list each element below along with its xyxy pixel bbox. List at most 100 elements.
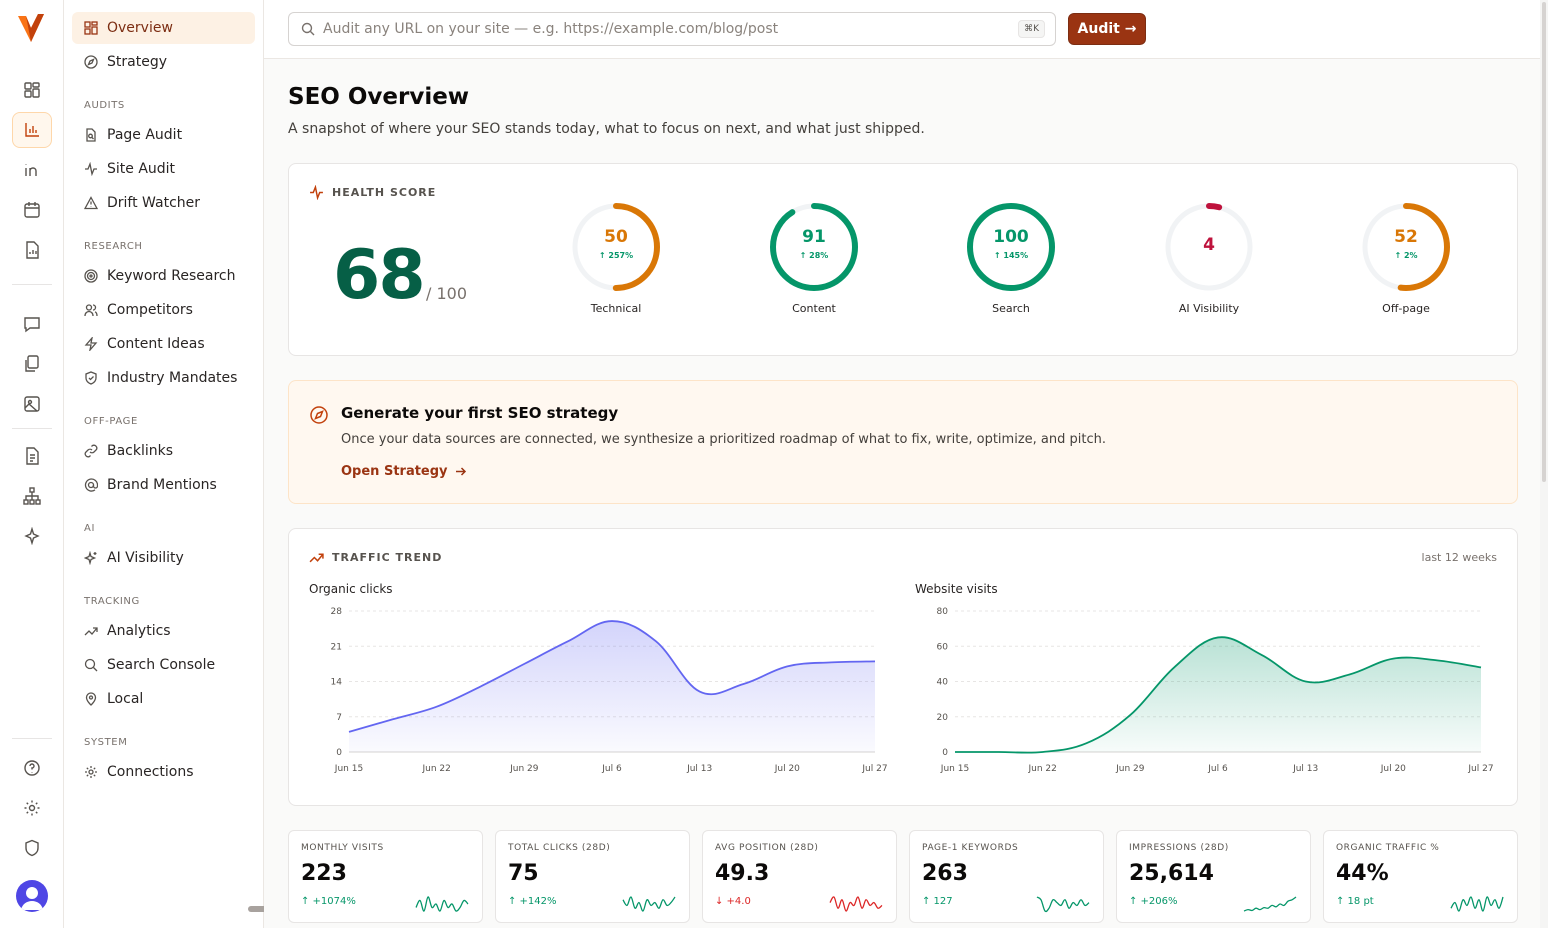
rail-divider: [12, 428, 52, 429]
score-ring-content[interactable]: 91 ↑ 28% Content: [764, 199, 864, 329]
sidebar-item-drift-watcher[interactable]: Drift Watcher: [72, 187, 255, 219]
scrollbar-thumb[interactable]: [1542, 2, 1546, 482]
x-tick-label: Jun 22: [1027, 764, 1056, 774]
y-tick-label: 7: [336, 713, 342, 723]
sidebar-item-ai-visibility[interactable]: AI Visibility: [72, 542, 255, 574]
page-scrollbar[interactable]: [1540, 0, 1548, 928]
link-icon: [83, 443, 99, 459]
score-value: 100: [993, 227, 1029, 247]
help-icon[interactable]: [12, 750, 52, 786]
sidebar-item-label: Backlinks: [107, 443, 174, 459]
ring-progress: [967, 203, 1055, 291]
sidebar-item-content-ideas[interactable]: Content Ideas: [72, 328, 255, 360]
report-icon[interactable]: [12, 232, 52, 268]
sidebar-item-keyword-research[interactable]: Keyword Research: [72, 260, 255, 292]
user-avatar[interactable]: [16, 880, 48, 912]
file-search-icon: [83, 127, 99, 143]
sidebar-item-industry-mandates[interactable]: Industry Mandates: [72, 362, 255, 394]
users-icon: [83, 302, 99, 318]
sidebar-item-site-audit[interactable]: Site Audit: [72, 153, 255, 185]
stat-card-impressions[interactable]: IMPRESSIONS (28D) 25,614 ↑ +206%: [1116, 830, 1311, 923]
sparkles-icon[interactable]: [12, 518, 52, 554]
open-strategy-link[interactable]: Open Strategy: [341, 464, 467, 479]
at-sign-icon: [83, 477, 99, 493]
audit-button[interactable]: Audit →: [1068, 13, 1146, 45]
stat-card-avg-position[interactable]: AVG POSITION (28D) 49.3 ↓ +4.0: [702, 830, 897, 923]
section-title-tracking: TRACKING: [84, 596, 140, 607]
score-label: Content: [792, 302, 836, 315]
url-search-box[interactable]: ⌘K: [288, 12, 1056, 46]
sidebar-item-analytics[interactable]: Analytics: [72, 615, 255, 647]
x-tick-label: Jul 6: [601, 764, 622, 774]
sidebar-item-strategy[interactable]: Strategy: [72, 46, 255, 78]
section-title-ai: AI: [84, 523, 95, 534]
score-label: AI Visibility: [1178, 302, 1240, 315]
score-ring-search[interactable]: 100 ↑ 145% Search: [961, 199, 1061, 329]
sidebar-item-brand-mentions[interactable]: Brand Mentions: [72, 469, 255, 501]
document-icon[interactable]: [12, 438, 52, 474]
score-label: Technical: [590, 302, 642, 315]
stat-label: MONTHLY VISITS: [301, 843, 384, 853]
sidebar-item-page-audit[interactable]: Page Audit: [72, 119, 255, 151]
x-tick-label: Jul 27: [1467, 764, 1493, 774]
sparkline-path: [415, 896, 469, 912]
sidebar-item-label: Content Ideas: [107, 336, 205, 352]
trending-up-icon: [83, 623, 99, 639]
settings-icon[interactable]: [12, 790, 52, 826]
url-search-input[interactable]: [323, 21, 1003, 37]
sidebar-item-search-console[interactable]: Search Console: [72, 649, 255, 681]
shield-icon[interactable]: [12, 830, 52, 866]
sidebar-item-label: Search Console: [107, 657, 216, 673]
compass-icon: [83, 54, 99, 70]
y-tick-label: 0: [942, 748, 948, 758]
stat-value: 49.3: [715, 861, 770, 886]
stat-card-total-clicks[interactable]: TOTAL CLICKS (28D) 75 ↑ +142%: [495, 830, 690, 923]
score-label: Off-page: [1382, 302, 1430, 315]
stat-card-monthly-visits[interactable]: MONTHLY VISITS 223 ↑ +1074%: [288, 830, 483, 923]
rail-divider: [12, 738, 52, 739]
series-area: [955, 637, 1481, 753]
score-ring-arc: [1362, 203, 1450, 291]
chat-icon[interactable]: [12, 306, 52, 342]
ring-progress: [1362, 203, 1450, 291]
stat-delta: ↑ +1074%: [301, 896, 356, 907]
series-line: [955, 636, 1482, 754]
score-ring-off-page[interactable]: 52 ↑ 2% Off-page: [1356, 199, 1456, 329]
x-tick-label: Jul 27: [861, 764, 887, 774]
website-visits-title: Website visits: [915, 582, 998, 596]
seo-chart-icon[interactable]: [12, 112, 52, 148]
ring-progress: [770, 203, 858, 291]
y-tick-label: 0: [336, 748, 342, 758]
stat-card-page1-keywords[interactable]: PAGE-1 KEYWORDS 263 ↑ 127: [909, 830, 1104, 923]
organic-clicks-title: Organic clicks: [309, 582, 393, 596]
stat-delta: ↓ +4.0: [715, 896, 751, 907]
copy-icon[interactable]: [12, 346, 52, 382]
score-ring-technical[interactable]: 50 ↑ 257% Technical: [566, 199, 666, 329]
sidebar-item-overview[interactable]: Overview: [72, 12, 255, 44]
sidebar-item-competitors[interactable]: Competitors: [72, 294, 255, 326]
sidebar-item-local[interactable]: Local: [72, 683, 255, 715]
sidebar-item-connections[interactable]: Connections: [72, 756, 255, 788]
section-title-research: RESEARCH: [84, 241, 143, 252]
y-tick-label: 80: [937, 607, 949, 617]
dashboard-icon[interactable]: [12, 72, 52, 108]
pulse-icon: [309, 185, 324, 200]
stat-card-organic-traffic[interactable]: ORGANIC TRAFFIC % 44% ↑ 18 pt: [1323, 830, 1518, 923]
sitemap-icon[interactable]: [12, 478, 52, 514]
stat-delta: ↑ +142%: [508, 896, 557, 907]
overall-health-score: 68: [333, 236, 426, 315]
y-tick-label: 40: [937, 678, 949, 688]
series-area: [349, 621, 875, 752]
calendar-icon[interactable]: [12, 192, 52, 228]
top-bar: ⌘K Audit →: [264, 0, 1540, 59]
ring-progress: [572, 203, 660, 291]
linkedin-icon[interactable]: [12, 152, 52, 188]
stat-label: IMPRESSIONS (28D): [1129, 843, 1229, 853]
image-icon[interactable]: [12, 386, 52, 422]
sidebar-item-label: Page Audit: [107, 127, 183, 143]
score-ring-ai-visibility[interactable]: 4 AI Visibility: [1159, 199, 1259, 329]
app-logo-icon[interactable]: [16, 12, 46, 44]
sidebar-item-backlinks[interactable]: Backlinks: [72, 435, 255, 467]
search-icon: [301, 22, 315, 36]
health-score-card: HEALTH SCORE 68 / 100 50 ↑ 257% Technica…: [288, 163, 1518, 356]
